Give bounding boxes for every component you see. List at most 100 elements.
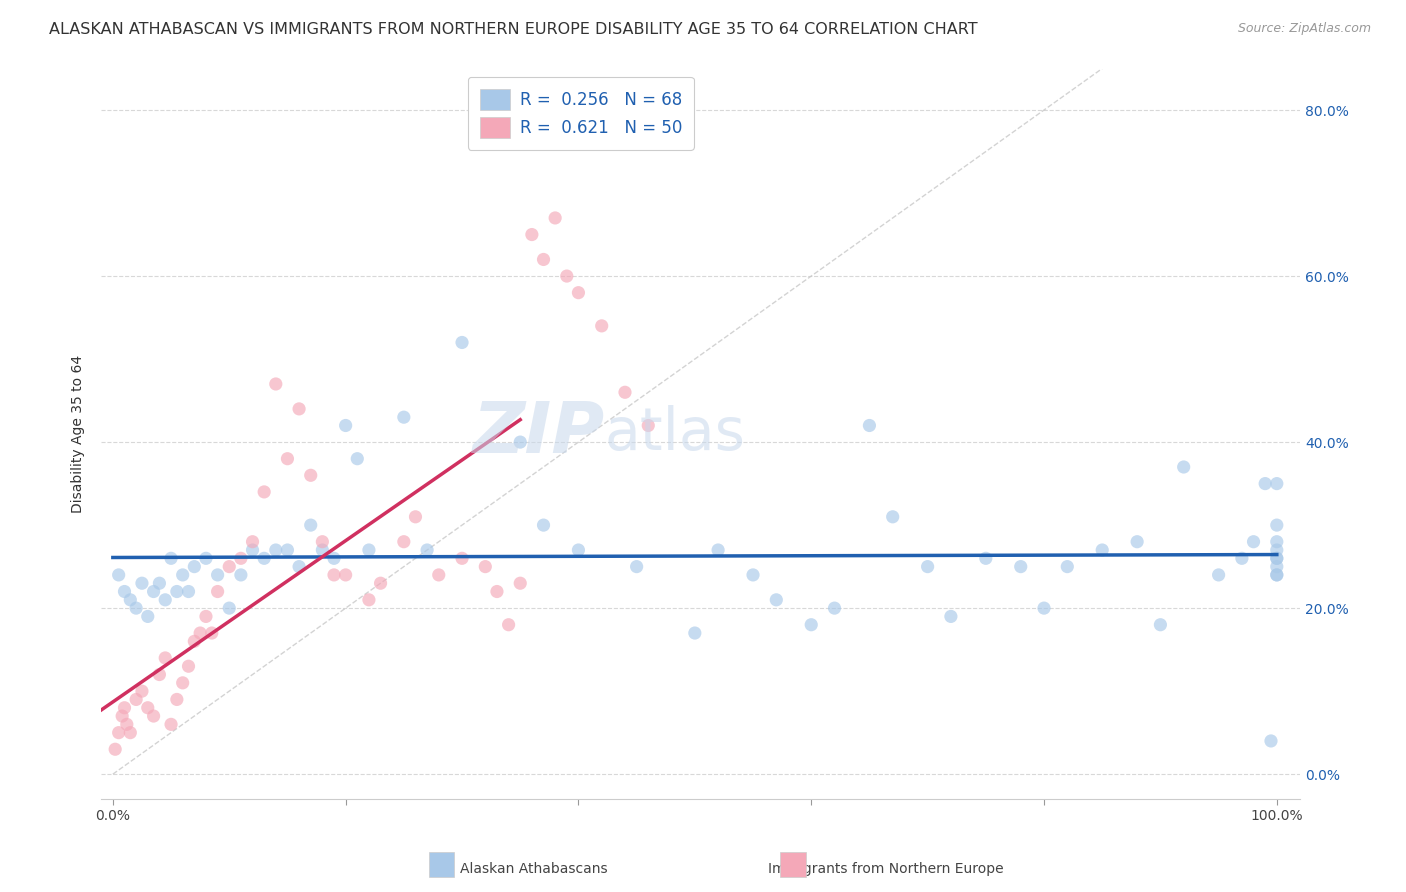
Point <box>299 468 322 483</box>
Point <box>148 667 170 681</box>
Point <box>120 592 142 607</box>
Point <box>131 684 153 698</box>
Point <box>177 584 200 599</box>
Point <box>533 518 555 533</box>
Point <box>591 318 613 333</box>
Y-axis label: Disability Age 35 to 64: Disability Age 35 to 64 <box>72 355 86 513</box>
Point <box>1149 617 1171 632</box>
Point <box>276 543 298 558</box>
Point <box>172 568 194 582</box>
Point <box>882 509 904 524</box>
Point <box>567 285 589 300</box>
Point <box>107 725 129 739</box>
Point <box>155 651 177 665</box>
Point <box>323 551 346 566</box>
Point <box>131 576 153 591</box>
Point <box>311 543 333 558</box>
Point <box>218 559 240 574</box>
Point <box>1265 568 1288 582</box>
Point <box>392 534 415 549</box>
Point <box>498 617 520 632</box>
Point <box>1265 543 1288 558</box>
Point <box>544 211 567 225</box>
Point <box>1265 568 1288 582</box>
Legend: R =  0.256   N = 68, R =  0.621   N = 50: R = 0.256 N = 68, R = 0.621 N = 50 <box>468 77 693 150</box>
Point <box>765 592 787 607</box>
Point <box>555 268 578 283</box>
Point <box>416 543 439 558</box>
Point <box>346 451 368 466</box>
Point <box>917 559 939 574</box>
Point <box>136 700 159 714</box>
Point <box>111 709 134 723</box>
Point <box>520 227 543 242</box>
Point <box>1265 551 1288 566</box>
Text: ZIP: ZIP <box>472 400 605 468</box>
Point <box>405 509 427 524</box>
Point <box>335 568 357 582</box>
Point <box>858 418 880 433</box>
Point <box>974 551 997 566</box>
Point <box>194 609 217 624</box>
Text: atlas: atlas <box>605 405 745 462</box>
Point <box>166 584 188 599</box>
Point <box>253 484 276 499</box>
Point <box>474 559 496 574</box>
Point <box>1173 460 1195 475</box>
Point <box>509 576 531 591</box>
Point <box>142 584 165 599</box>
Point <box>1265 476 1288 491</box>
Point <box>107 568 129 582</box>
Point <box>509 435 531 450</box>
Point <box>125 601 148 615</box>
Point <box>299 518 322 533</box>
Point <box>177 659 200 673</box>
Point <box>323 568 346 582</box>
Point <box>800 617 823 632</box>
Point <box>142 709 165 723</box>
Point <box>166 692 188 706</box>
Point <box>824 601 846 615</box>
Point <box>160 717 183 731</box>
Point <box>626 559 648 574</box>
Point <box>1033 601 1056 615</box>
Point <box>218 601 240 615</box>
Point <box>288 401 311 416</box>
Point <box>288 559 311 574</box>
Point <box>1010 559 1032 574</box>
Point <box>242 543 264 558</box>
Point <box>104 742 127 756</box>
Point <box>120 725 142 739</box>
Point <box>1265 551 1288 566</box>
Point <box>264 543 287 558</box>
Point <box>637 418 659 433</box>
Point <box>276 451 298 466</box>
Text: Alaskan Athabascans: Alaskan Athabascans <box>461 862 607 876</box>
Point <box>242 534 264 549</box>
Point <box>253 551 276 566</box>
Point <box>451 335 474 350</box>
Point <box>1056 559 1078 574</box>
Point <box>533 252 555 267</box>
Point <box>707 543 730 558</box>
Point <box>427 568 450 582</box>
Text: Source: ZipAtlas.com: Source: ZipAtlas.com <box>1237 22 1371 36</box>
Point <box>1230 551 1253 566</box>
Point <box>939 609 962 624</box>
Point <box>335 418 357 433</box>
Point <box>148 576 170 591</box>
Point <box>207 568 229 582</box>
Point <box>115 717 138 731</box>
Point <box>229 568 252 582</box>
Point <box>114 700 136 714</box>
Text: ALASKAN ATHABASCAN VS IMMIGRANTS FROM NORTHERN EUROPE DISABILITY AGE 35 TO 64 CO: ALASKAN ATHABASCAN VS IMMIGRANTS FROM NO… <box>49 22 977 37</box>
Point <box>201 626 224 640</box>
Point <box>567 543 589 558</box>
Point <box>1091 543 1114 558</box>
Point <box>1254 476 1277 491</box>
Point <box>1126 534 1149 549</box>
Point <box>155 592 177 607</box>
Point <box>188 626 211 640</box>
Point <box>136 609 159 624</box>
Point <box>392 410 415 425</box>
